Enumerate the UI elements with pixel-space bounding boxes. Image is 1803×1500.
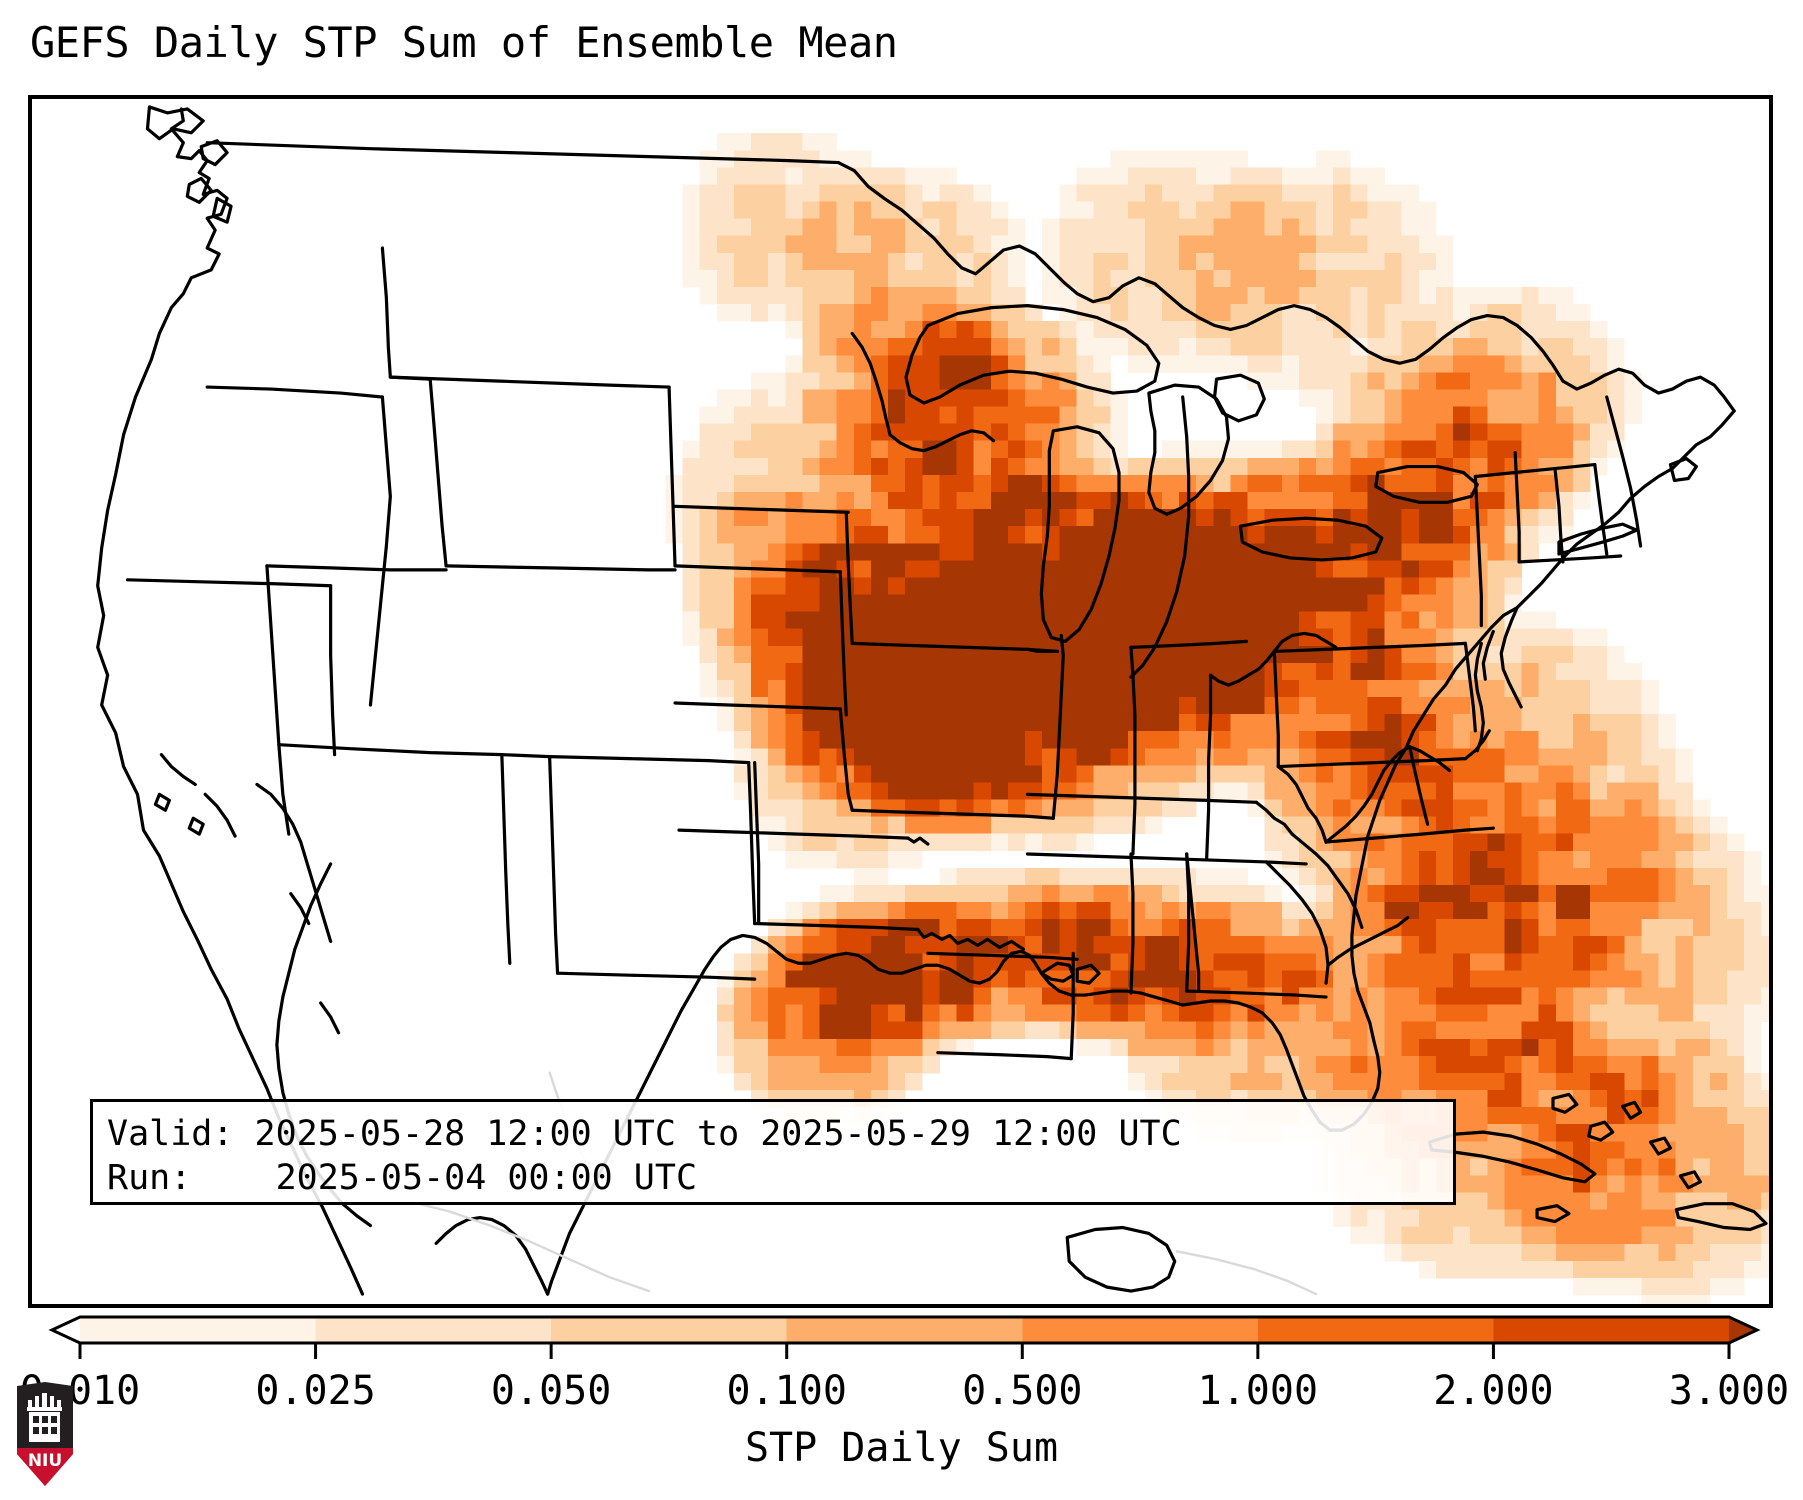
- map-clip: [32, 99, 1769, 1304]
- geography-layer: [32, 99, 1769, 1304]
- colorbar-tick-labels: 0.010 0.025 0.050 0.100 0.500 1.000 2.000 3.000: [0, 1368, 1803, 1424]
- page-title: GEFS Daily STP Sum of Ensemble Mean: [30, 18, 898, 67]
- colorbar-tick-7: 3.000: [1668, 1368, 1790, 1414]
- niu-logo: NIU: [17, 1382, 73, 1486]
- colorbar-tick-4: 0.500: [962, 1368, 1083, 1414]
- colorbar-tick-5: 1.000: [1197, 1368, 1319, 1414]
- map-axes[interactable]: Valid: 2025-05-28 12:00 UTC to 2025-05-2…: [28, 95, 1773, 1308]
- valid-run-info-box: Valid: 2025-05-28 12:00 UTC to 2025-05-2…: [90, 1099, 1456, 1205]
- colorbar-tick-3: 0.100: [726, 1368, 847, 1414]
- colorbar-gradient[interactable]: [0, 1313, 1803, 1373]
- colorbar-tick-6: 2.000: [1433, 1368, 1554, 1414]
- colorbar[interactable]: [0, 1313, 1803, 1373]
- valid-time-line: Valid: 2025-05-28 12:00 UTC to 2025-05-2…: [107, 1114, 1182, 1154]
- stp-grid-layer: [665, 133, 1769, 1304]
- colorbar-axis-label: STP Daily Sum: [744, 1425, 1059, 1471]
- colorbar-tick-2: 0.050: [490, 1368, 612, 1414]
- run-time-line: Run: 2025-05-04 00:00 UTC: [107, 1158, 698, 1198]
- niu-logo-text: NIU: [28, 1451, 62, 1471]
- colorbar-tick-1: 0.025: [255, 1368, 376, 1414]
